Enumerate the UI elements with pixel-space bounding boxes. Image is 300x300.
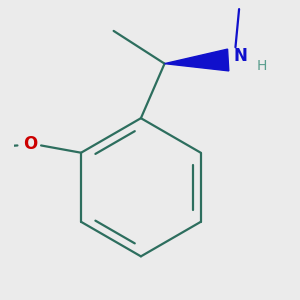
Text: H: H: [256, 59, 267, 74]
Text: O: O: [23, 135, 37, 153]
Text: N: N: [234, 47, 248, 65]
Polygon shape: [164, 49, 229, 71]
